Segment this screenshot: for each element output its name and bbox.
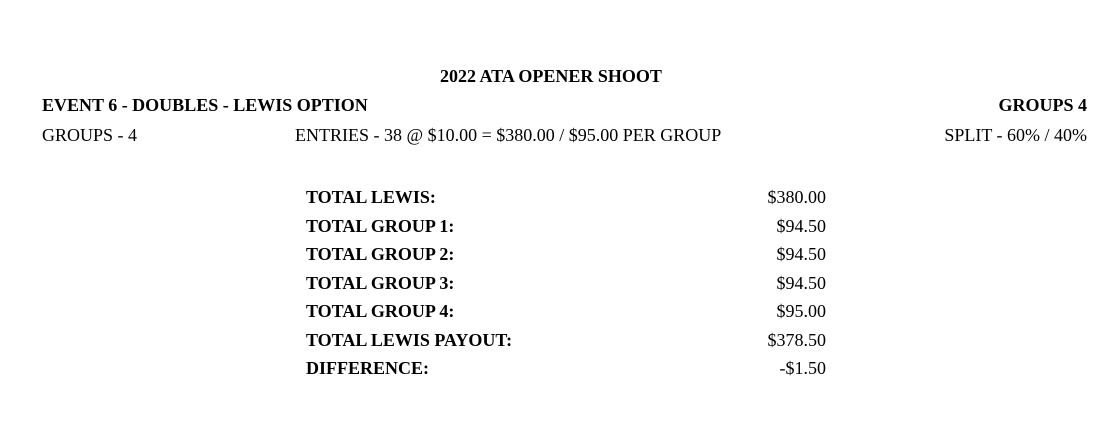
total-label: TOTAL GROUP 1: [306,215,455,236]
total-value: $94.50 [776,215,827,236]
document-title: 2022 ATA OPENER SHOOT [440,66,662,86]
totals-row: DIFFERENCE: -$1.50 [306,358,826,386]
total-label: TOTAL GROUP 3: [306,272,455,293]
total-value: $378.50 [767,329,827,350]
entries-summary: ENTRIES - 38 @ $10.00 = $380.00 / $95.00… [295,125,722,145]
total-label: TOTAL LEWIS: [306,187,436,207]
totals-row: TOTAL GROUP 1: $94.50 [306,216,826,244]
total-label: TOTAL LEWIS PAYOUT: [306,329,513,350]
split-summary: SPLIT - 60% / 40% [944,125,1087,145]
totals-row: TOTAL GROUP 3: $94.50 [306,273,826,301]
groups-count: GROUPS - 4 [42,125,138,145]
event-heading: EVENT 6 - DOUBLES - LEWIS OPTION [42,95,368,115]
totals-row: TOTAL LEWIS: $380.00 [306,187,826,215]
total-label: TOTAL GROUP 4: [306,301,455,321]
total-value: $95.00 [776,301,827,321]
total-value: $94.50 [776,272,827,293]
totals-row: TOTAL GROUP 4: $95.00 [306,301,826,329]
total-value: $94.50 [776,244,827,264]
total-value: $380.00 [767,187,827,207]
groups-heading: GROUPS 4 [998,95,1087,115]
totals-row: TOTAL LEWIS PAYOUT: $378.50 [306,330,826,358]
totals-row: TOTAL GROUP 2: $94.50 [306,244,826,272]
total-label: TOTAL GROUP 2: [306,244,455,264]
total-value: -$1.50 [779,358,827,378]
total-label: DIFFERENCE: [306,358,430,378]
